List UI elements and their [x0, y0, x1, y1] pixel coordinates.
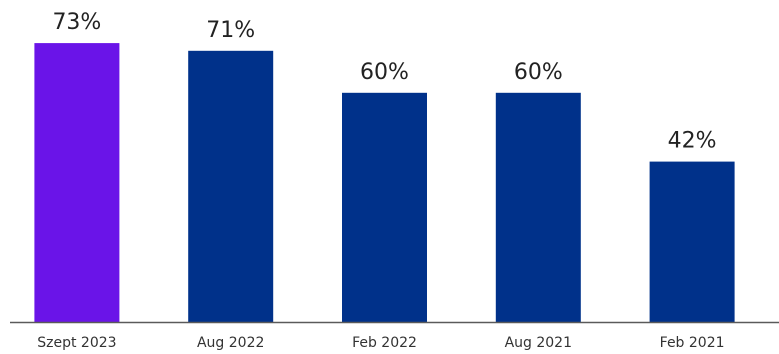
x-tick-label-4: Aug 2021	[505, 335, 572, 351]
bar-4	[495, 92, 581, 322]
bar-value-label-2: 71%	[206, 18, 255, 43]
bar-value-label-3: 60%	[360, 60, 409, 85]
x-tick-label-1: Szept 2023	[37, 335, 116, 351]
bar-3	[342, 92, 427, 322]
x-tick-labels-group: Szept 2023 Aug 2022 Feb 2022 Aug 2021 Feb 20…	[37, 335, 724, 351]
bar-2	[188, 50, 274, 323]
value-labels-group: 73% 71% 60% 60% 42%	[52, 10, 716, 154]
x-tick-label-3: Feb 2022	[352, 335, 417, 351]
bar-value-label-1: 73%	[52, 10, 101, 35]
bar-value-label-4: 60%	[514, 60, 563, 85]
bar-1	[34, 43, 120, 322]
bars-group	[34, 43, 735, 323]
bar-5	[649, 161, 735, 322]
x-tick-label-5: Feb 2021	[660, 335, 725, 351]
bar-value-label-5: 42%	[668, 129, 717, 154]
x-tick-label-2: Aug 2022	[197, 335, 264, 351]
